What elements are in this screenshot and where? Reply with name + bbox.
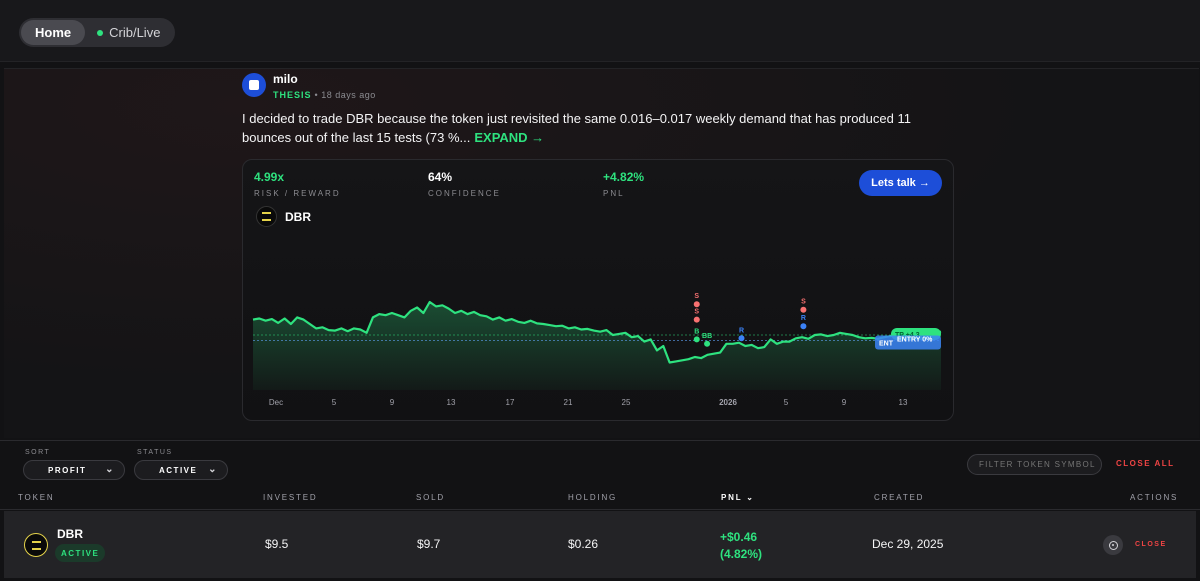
filter-token-input[interactable] xyxy=(967,454,1102,475)
view-switcher: Home Crib/Live xyxy=(19,18,176,47)
entry-badge-short-label: ENT xyxy=(879,341,894,348)
chart-token-symbol: DBR xyxy=(285,209,311,224)
sort-value: PROFIT xyxy=(48,465,87,475)
pnl-value: +4.82% xyxy=(603,170,645,184)
risk-reward-value: 4.99x xyxy=(254,170,285,184)
trade-marker xyxy=(704,340,711,347)
confidence-label: CONFIDENCE xyxy=(428,189,501,198)
trade-marker xyxy=(693,336,700,343)
thesis-body: I decided to trade DBR because the token… xyxy=(242,111,911,145)
status-value: ACTIVE xyxy=(159,465,198,475)
entry-badge xyxy=(875,335,941,350)
thesis-text: I decided to trade DBR because the token… xyxy=(242,109,962,147)
row-pnl: +$0.46 (4.82%) xyxy=(720,529,762,563)
header-created[interactable]: CREATED xyxy=(874,493,925,502)
trade-marker-label: S xyxy=(694,309,699,316)
row-invested: $9.5 xyxy=(265,537,289,551)
trade-marker-label: BB xyxy=(702,333,712,340)
trade-marker xyxy=(693,301,700,308)
sort-label: SORT xyxy=(25,449,51,456)
trade-marker-label: B xyxy=(694,328,699,335)
x-tick-label: Dec xyxy=(269,398,283,407)
tab-crib-live[interactable]: Crib/Live xyxy=(85,20,173,45)
thesis-tag: THESIS xyxy=(273,90,312,100)
chart-token: DBR xyxy=(256,206,311,227)
token-logo-icon xyxy=(24,533,48,557)
meta-separator: • xyxy=(314,90,319,100)
x-tick-label: 9 xyxy=(390,398,395,407)
row-pnl-amount: +$0.46 xyxy=(720,530,758,544)
x-tick-label: 9 xyxy=(842,398,847,407)
controls-bar: SORT PROFIT ⌄ STATUS ACTIVE ⌄ CLOSE ALL xyxy=(0,440,1200,486)
trade-chart-panel: 4.99x RISK / REWARD 64% CONFIDENCE +4.82… xyxy=(242,159,954,421)
row-pnl-percent: (4.82%) xyxy=(720,547,763,561)
x-tick-label: 5 xyxy=(784,398,789,407)
stat-pnl: +4.82% PNL xyxy=(603,170,644,198)
thesis-card: milo THESIS • 18 days ago I decided to t… xyxy=(4,68,1199,438)
locate-button[interactable] xyxy=(1103,535,1123,555)
live-dot-icon xyxy=(97,29,104,36)
top-bar: Home Crib/Live xyxy=(0,0,1200,62)
stat-confidence: 64% CONFIDENCE xyxy=(428,170,501,198)
status-label: STATUS xyxy=(137,449,173,456)
confidence-value: 64% xyxy=(428,170,453,184)
target-icon xyxy=(1108,540,1118,550)
expand-link[interactable]: EXPAND → xyxy=(474,130,545,145)
trade-marker xyxy=(693,316,700,323)
trade-marker-label: S xyxy=(801,299,806,306)
x-tick-label: 2026 xyxy=(719,398,737,407)
lets-talk-button[interactable]: Lets talk → xyxy=(859,170,942,196)
status-badge: ACTIVE xyxy=(55,544,106,562)
chevron-down-icon: ⌄ xyxy=(746,493,755,502)
status-dropdown[interactable]: ACTIVE ⌄ xyxy=(134,460,228,480)
avatar-logo-icon xyxy=(249,80,259,90)
x-tick-label: 13 xyxy=(899,398,908,407)
row-holding: $0.26 xyxy=(568,537,599,551)
header-pnl-label: PNL xyxy=(721,493,743,502)
trade-marker-label: S xyxy=(694,293,699,300)
sort-dropdown[interactable]: PROFIT ⌄ xyxy=(23,460,125,480)
stat-risk-reward: 4.99x RISK / REWARD xyxy=(254,170,341,198)
avatar[interactable] xyxy=(242,73,266,97)
table-row[interactable]: DBR ACTIVE $9.5 $9.7 $0.26 +$0.46 (4.82%… xyxy=(4,511,1196,578)
pnl-label: PNL xyxy=(603,189,625,198)
table-header: TOKEN INVESTED SOLD HOLDING PNL ⌄ CREATE… xyxy=(0,486,1200,510)
header-pnl[interactable]: PNL ⌄ xyxy=(721,493,755,502)
header-invested[interactable]: INVESTED xyxy=(263,493,318,502)
chevron-down-icon: ⌄ xyxy=(208,464,218,475)
row-sold: $9.7 xyxy=(417,537,441,551)
x-tick-label: 25 xyxy=(622,398,631,407)
close-all-button[interactable]: CLOSE ALL xyxy=(1116,459,1175,468)
price-area xyxy=(253,302,941,390)
row-token-symbol: DBR xyxy=(57,527,83,541)
trade-marker xyxy=(800,306,807,313)
row-created: Dec 29, 2025 xyxy=(872,537,944,551)
username[interactable]: milo xyxy=(273,72,298,86)
post-meta: THESIS • 18 days ago xyxy=(273,90,376,100)
x-tick-label: 5 xyxy=(332,398,337,407)
trade-marker-label: R xyxy=(801,315,806,322)
header-token[interactable]: TOKEN xyxy=(18,493,55,502)
entry-badge-label: ENTRY 0% xyxy=(897,337,933,344)
trade-marker xyxy=(738,335,745,342)
close-position-button[interactable]: CLOSE xyxy=(1135,541,1167,548)
x-tick-label: 17 xyxy=(506,398,515,407)
risk-reward-label: RISK / REWARD xyxy=(254,189,341,198)
header-holding[interactable]: HOLDING xyxy=(568,493,618,502)
price-line xyxy=(252,300,942,364)
tab-crib-live-label: Crib/Live xyxy=(109,25,161,40)
x-tick-label: 13 xyxy=(447,398,456,407)
trade-marker-label: R xyxy=(739,327,744,334)
x-tick-label: 21 xyxy=(564,398,573,407)
token-logo-icon xyxy=(256,206,277,227)
post-age: 18 days ago xyxy=(321,90,376,100)
chevron-down-icon: ⌄ xyxy=(105,464,115,475)
header-sold[interactable]: SOLD xyxy=(416,493,445,502)
tab-home[interactable]: Home xyxy=(21,20,86,45)
header-actions: ACTIONS xyxy=(1130,493,1179,502)
trade-marker xyxy=(800,323,807,330)
